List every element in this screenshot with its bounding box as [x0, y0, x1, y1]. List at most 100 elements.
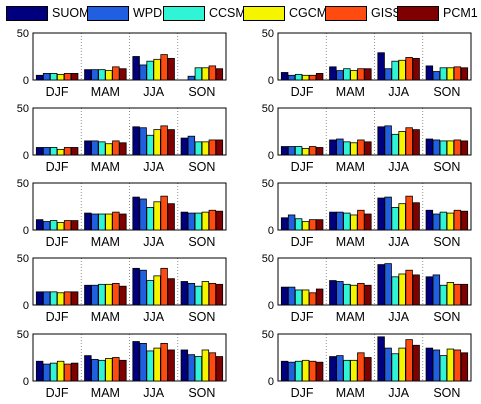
bar-pcm1-son [215, 210, 224, 231]
bar-giss-djf [63, 73, 72, 81]
bar-ccsm3-mam [98, 141, 106, 156]
bar-ccsm3-jja [146, 207, 154, 231]
bar-wpdn-djf [287, 146, 296, 156]
chart-panel-5: 0 50 DJF MAM JJA SON [17, 178, 227, 249]
bar-wpdn-jja [384, 68, 392, 81]
bar-ccsm3-mam [343, 68, 351, 81]
bar-ccsm3-mam [98, 69, 106, 81]
chart-panel-4: 0 50 DJF MAM JJA SON [262, 103, 472, 174]
y-tick-label: 50 [17, 253, 29, 265]
bar-suomi-jja [132, 196, 140, 231]
bar-cgcm3-mam [105, 283, 113, 306]
bar-wpdn-mam [91, 140, 99, 156]
x-tick-label: SON [188, 160, 215, 174]
bar-pcm1-mam [364, 68, 372, 81]
bar-giss-son [453, 283, 462, 306]
bar-cgcm3-mam [350, 359, 358, 382]
y-tick-label: 50 [262, 253, 274, 265]
bar-giss-djf [63, 220, 72, 231]
bar-ccsm3-mam [343, 359, 351, 382]
bar-cgcm3-jja [398, 273, 406, 306]
x-tick-label: SON [433, 235, 460, 249]
bar-cgcm3-son [201, 67, 210, 81]
y-tick-label: 0 [23, 150, 29, 162]
axes-box [277, 107, 472, 156]
bar-giss-djf [308, 146, 317, 156]
x-tick-label: SON [433, 160, 460, 174]
bar-pcm1-djf [315, 73, 324, 81]
x-tick-label: DJF [46, 386, 69, 400]
bar-pcm1-djf [70, 220, 79, 231]
bar-suomi-son [180, 281, 189, 306]
x-tick-label: DJF [291, 160, 314, 174]
bar-cgcm3-djf [56, 292, 65, 306]
bar-giss-son [208, 139, 217, 156]
bar-cgcm3-son [446, 212, 455, 231]
x-tick-label: MAM [91, 386, 120, 400]
legend-swatch [397, 5, 439, 21]
bar-cgcm3-djf [56, 73, 65, 81]
y-tick-label: 0 [23, 225, 29, 237]
x-tick-label: MAM [336, 85, 365, 99]
bar-suomi-jja [132, 56, 140, 81]
bar-ccsm3-son [194, 212, 203, 231]
bar-ccsm3-jja [146, 280, 154, 306]
bar-wpdn-mam [91, 69, 99, 81]
bar-cgcm3-mam [350, 284, 358, 306]
bar-pcm1-mam [119, 68, 127, 81]
bar-cgcm3-jja [153, 58, 161, 81]
axes-box [32, 182, 227, 231]
axes-box [32, 107, 227, 156]
bar-wpdn-djf [42, 147, 51, 156]
bar-giss-son [453, 139, 462, 156]
y-tick-label: 0 [268, 225, 274, 237]
bar-cgcm3-djf [56, 148, 65, 156]
bar-suomi-mam [84, 355, 92, 382]
x-tick-label: DJF [46, 310, 69, 324]
bar-wpdn-son [187, 75, 196, 81]
bar-wpdn-jja [384, 347, 392, 382]
bar-wpdn-jja [139, 64, 147, 81]
bar-giss-djf [63, 147, 72, 156]
y-tick-label: 0 [23, 300, 29, 312]
bar-cgcm3-son [446, 282, 455, 306]
x-tick-label: SON [188, 85, 215, 99]
bar-giss-son [208, 352, 217, 382]
x-tick-label: JJA [143, 85, 165, 99]
bar-suomi-son [180, 211, 189, 231]
bar-wpdn-jja [139, 198, 147, 231]
bar-ccsm3-mam [98, 359, 106, 382]
bar-pcm1-mam [119, 285, 127, 306]
axes-box [277, 32, 472, 81]
chart-panel-1: 0 50 DJF MAM JJA SON [17, 28, 227, 99]
bar-suomi-son [425, 209, 434, 231]
bar-wpdn-jja [139, 127, 147, 156]
bar-suomi-son [425, 347, 434, 382]
bar-ccsm3-son [439, 355, 448, 382]
bar-giss-mam [357, 282, 365, 306]
bar-giss-jja [405, 269, 413, 306]
x-tick-label: MAM [91, 160, 120, 174]
legend-item-suomi: SUOMI [6, 5, 93, 21]
bar-cgcm3-djf [301, 221, 310, 231]
bar-suomi-djf [280, 72, 289, 81]
bar-giss-mam [112, 357, 120, 382]
bar-giss-djf [63, 363, 72, 382]
bar-ccsm3-jja [391, 60, 399, 81]
legend-swatch [163, 5, 205, 21]
bar-suomi-djf [280, 286, 289, 306]
bar-pcm1-jja [167, 278, 175, 306]
bar-wpdn-mam [336, 138, 344, 156]
y-tick-label: 50 [17, 28, 29, 40]
bar-giss-djf [308, 219, 317, 231]
axes-box [32, 32, 227, 81]
bar-cgcm3-mam [105, 143, 113, 156]
x-tick-label: JJA [388, 160, 410, 174]
bar-wpdn-mam [91, 213, 99, 231]
y-tick-label: 50 [17, 329, 29, 341]
y-tick-label: 50 [262, 28, 274, 40]
bar-pcm1-son [215, 283, 224, 306]
bar-cgcm3-son [201, 281, 210, 306]
legend-label: PCM1 [443, 6, 478, 20]
x-tick-label: MAM [91, 85, 120, 99]
